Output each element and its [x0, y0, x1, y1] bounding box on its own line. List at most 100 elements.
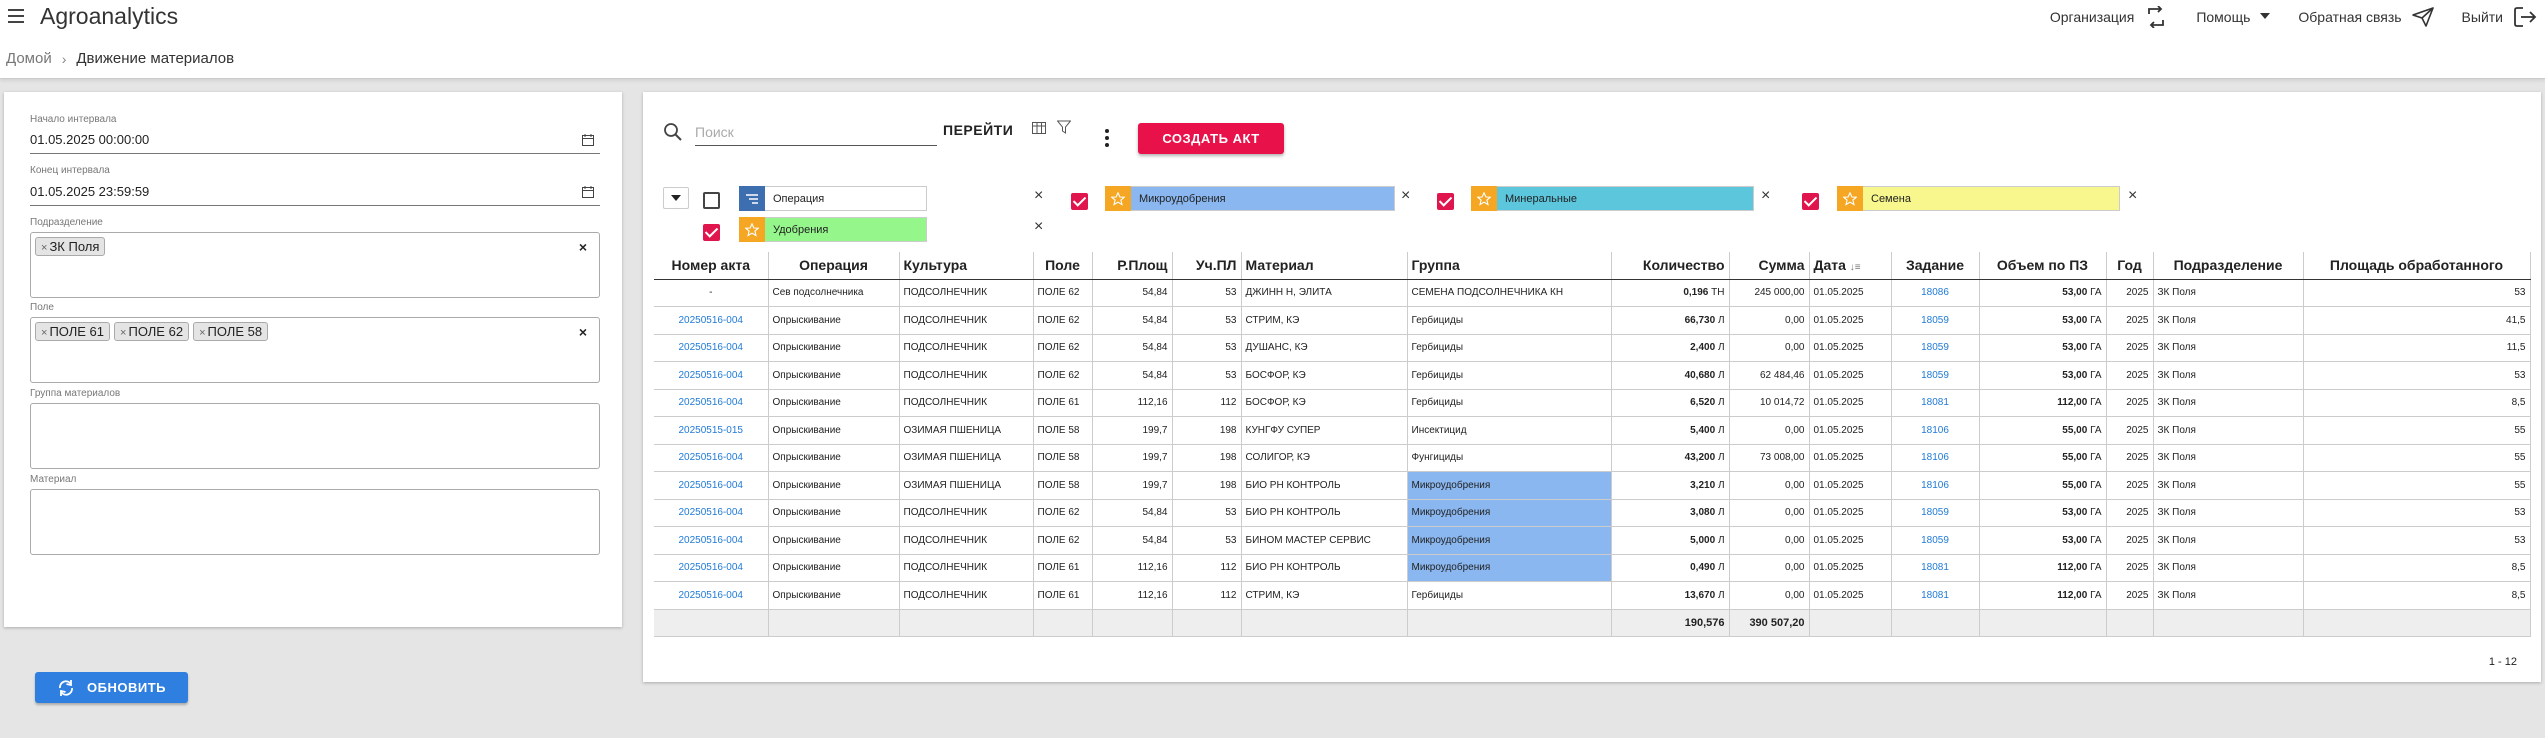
act-number-cell[interactable]: 20250516-004 — [654, 554, 769, 582]
field-chip[interactable]: × ПОЛЕ 61 — [35, 322, 111, 341]
act-number-cell[interactable]: 20250515-015 — [654, 416, 769, 445]
table-row[interactable]: 20250516-004 Опрыскивание ПОДСОЛНЕЧНИК ПОЛЕ… — [654, 499, 2531, 527]
column-header[interactable]: Поле — [1033, 252, 1093, 280]
task-cell[interactable]: 18086 — [1891, 279, 1980, 307]
table-row[interactable]: 20250516-004 Опрыскивание ПОДСОЛНЕЧНИК ПОЛЕ… — [654, 361, 2531, 390]
table-row[interactable]: 20250516-004 Опрыскивание ПОДСОЛНЕЧНИК ПОЛЕ… — [654, 334, 2531, 362]
field-chip[interactable]: × ПОЛЕ 58 — [193, 322, 269, 341]
help-menu[interactable]: Помощь — [2196, 9, 2271, 25]
act-number-cell[interactable]: 20250516-004 — [654, 499, 769, 527]
column-header[interactable]: Р.Площ — [1092, 252, 1173, 280]
breadcrumb-home[interactable]: Домой — [6, 50, 52, 67]
material-group-select[interactable] — [30, 403, 600, 469]
expand-groups-button[interactable] — [663, 187, 689, 209]
table-row[interactable]: 20250516-004 Опрыскивание ПОДСОЛНЕЧНИК ПОЛЕ… — [654, 581, 2531, 610]
menu-icon[interactable] — [8, 9, 24, 23]
division-select[interactable]: × ЗК Поля × — [30, 232, 600, 298]
task-cell[interactable]: 18106 — [1891, 471, 1980, 500]
task-cell[interactable]: 18059 — [1891, 334, 1980, 362]
chip-remove-icon[interactable]: × — [199, 327, 206, 339]
logout-menu[interactable]: Выйти — [2462, 5, 2537, 29]
remove-tag-icon[interactable]: × — [1034, 187, 1044, 204]
column-header[interactable]: Площадь обработанного — [2303, 252, 2531, 280]
column-header[interactable]: Сумма — [1729, 252, 1810, 280]
table-row[interactable]: - Сев подсолнечника ПОДСОЛНЕЧНИК ПОЛЕ 62 54,… — [654, 279, 2531, 307]
task-cell[interactable]: 18106 — [1891, 416, 1980, 445]
clear-field-icon[interactable]: × — [578, 324, 587, 340]
act-number-cell[interactable]: 20250516-004 — [654, 471, 769, 500]
more-vertical-icon[interactable] — [1105, 129, 1109, 150]
chip-remove-icon[interactable]: × — [41, 242, 48, 254]
group-checkbox-operation[interactable] — [703, 192, 720, 209]
task-cell[interactable]: 18059 — [1891, 499, 1980, 527]
clear-division-icon[interactable]: × — [578, 239, 587, 255]
group-checkbox-mineral[interactable] — [1437, 193, 1454, 210]
end-date-input[interactable]: 01.05.2025 23:59:59 — [30, 180, 600, 206]
remove-tag-icon[interactable]: × — [1761, 187, 1771, 204]
act-number-cell[interactable]: 20250516-004 — [654, 361, 769, 390]
table-row[interactable]: 20250516-004 Опрыскивание ПОДСОЛНЕЧНИК ПОЛЕ… — [654, 526, 2531, 555]
field-select[interactable]: × ПОЛЕ 61 × ПОЛЕ 62 × ПОЛЕ 58 × — [30, 317, 600, 383]
task-cell[interactable]: 18081 — [1891, 581, 1980, 610]
group-checkbox-micro[interactable] — [1071, 193, 1088, 210]
table-row[interactable]: 20250516-004 Опрыскивание ПОДСОЛНЕЧНИК ПОЛЕ… — [654, 306, 2531, 335]
refresh-button[interactable]: ОБНОВИТЬ — [35, 672, 188, 703]
organization-menu[interactable]: Организация — [2050, 6, 2168, 28]
task-cell[interactable]: 18059 — [1891, 361, 1980, 390]
column-header[interactable]: Уч.ПЛ — [1172, 252, 1242, 280]
column-header[interactable]: Год — [2106, 252, 2154, 280]
group-tag-micro[interactable]: Микроудобрения — [1105, 186, 1395, 211]
group-tag-mineral[interactable]: Минеральные — [1471, 186, 1754, 211]
act-number-cell[interactable]: 20250516-004 — [654, 306, 769, 335]
column-header-date[interactable]: Дата ↓≡ — [1809, 252, 1892, 280]
table-columns-icon[interactable] — [1032, 122, 1046, 134]
task-cell[interactable]: 18059 — [1891, 306, 1980, 335]
column-header[interactable]: Количество — [1611, 252, 1730, 280]
act-number-cell[interactable]: 20250516-004 — [654, 444, 769, 472]
task-cell[interactable]: 18081 — [1891, 554, 1980, 582]
table-row[interactable]: 20250516-004 Опрыскивание ОЗИМАЯ ПШЕНИЦА ПО… — [654, 444, 2531, 472]
remove-tag-icon[interactable]: × — [2128, 187, 2138, 204]
division-chip[interactable]: × ЗК Поля — [35, 237, 106, 256]
group-tag-operation[interactable]: Операция — [739, 186, 927, 211]
group-tag-seeds[interactable]: Семена — [1837, 186, 2120, 211]
column-header[interactable]: Подразделение — [2153, 252, 2304, 280]
field-chip[interactable]: × ПОЛЕ 62 — [114, 322, 190, 341]
act-number-cell[interactable]: 20250516-004 — [654, 581, 769, 610]
column-header[interactable]: Номер акта — [654, 252, 769, 280]
group-tag-fertilizers[interactable]: Удобрения — [739, 217, 927, 242]
task-cell[interactable]: 18081 — [1891, 389, 1980, 417]
filter-icon[interactable] — [1057, 120, 1071, 134]
chip-remove-icon[interactable]: × — [120, 327, 127, 339]
calendar-icon[interactable] — [582, 134, 594, 146]
group-checkbox-fertilizers[interactable] — [703, 224, 720, 241]
remove-tag-icon[interactable]: × — [1401, 187, 1411, 204]
feedback-menu[interactable]: Обратная связь — [2298, 7, 2434, 27]
act-number-cell[interactable]: 20250516-004 — [654, 389, 769, 417]
remove-tag-icon[interactable]: × — [1034, 218, 1044, 235]
task-cell[interactable]: 18106 — [1891, 444, 1980, 472]
caret-down-icon — [671, 195, 681, 201]
column-header[interactable]: Группа — [1407, 252, 1612, 280]
table-row[interactable]: 20250515-015 Опрыскивание ОЗИМАЯ ПШЕНИЦА ПО… — [654, 416, 2531, 445]
table-row[interactable]: 20250516-004 Опрыскивание ПОДСОЛНЕЧНИК ПОЛЕ… — [654, 554, 2531, 582]
table-row[interactable]: 20250516-004 Опрыскивание ПОДСОЛНЕЧНИК ПОЛЕ… — [654, 389, 2531, 417]
task-cell[interactable]: 18059 — [1891, 526, 1980, 555]
column-header[interactable]: Объем по ПЗ — [1979, 252, 2107, 280]
group-checkbox-seeds[interactable] — [1802, 193, 1819, 210]
material-select[interactable] — [30, 489, 600, 555]
go-button[interactable]: ПЕРЕЙТИ — [943, 122, 1014, 138]
chip-remove-icon[interactable]: × — [41, 327, 48, 339]
column-header[interactable]: Задание — [1891, 252, 1980, 280]
start-date-input[interactable]: 01.05.2025 00:00:00 — [30, 128, 600, 154]
table-row[interactable]: 20250516-004 Опрыскивание ОЗИМАЯ ПШЕНИЦА ПО… — [654, 471, 2531, 500]
column-header[interactable]: Операция — [768, 252, 900, 280]
column-header[interactable]: Культура — [899, 252, 1034, 280]
act-number-cell[interactable]: 20250516-004 — [654, 526, 769, 555]
calendar-icon[interactable] — [582, 186, 594, 198]
search-input[interactable]: Поиск — [695, 120, 937, 146]
column-header[interactable]: Материал — [1241, 252, 1408, 280]
sort-icon[interactable]: ↓≡ — [1849, 262, 1861, 274]
create-act-button[interactable]: СОЗДАТЬ АКТ — [1138, 123, 1284, 154]
act-number-cell[interactable]: 20250516-004 — [654, 334, 769, 362]
